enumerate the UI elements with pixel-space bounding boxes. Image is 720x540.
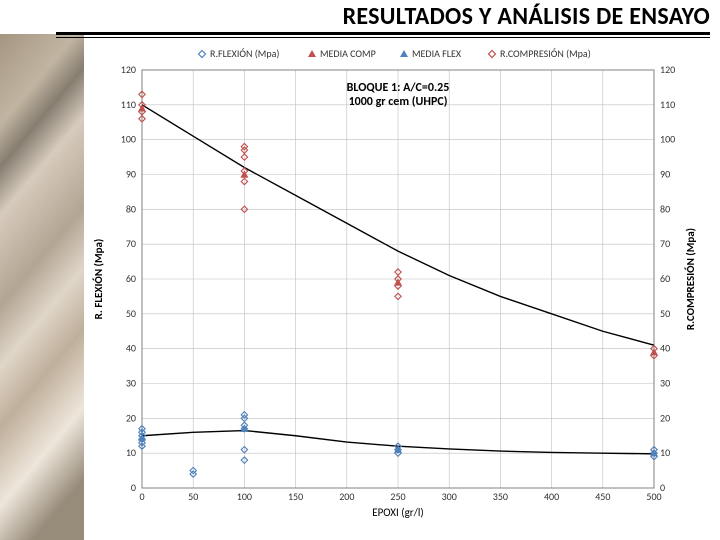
xtick: 150 <box>288 490 303 503</box>
ytick-right: 120 <box>660 63 675 76</box>
ytick-right: 80 <box>660 202 670 215</box>
y-left-title: R. FLEXIÓN (Mpa) <box>91 239 105 320</box>
ytick-right: 20 <box>660 411 670 424</box>
title-rule-thick <box>56 32 710 35</box>
ytick-right: 100 <box>660 133 675 146</box>
xtick: 100 <box>237 490 252 503</box>
xtick: 50 <box>188 490 198 503</box>
legend-marker <box>400 50 408 57</box>
ytick-right: 90 <box>660 168 670 181</box>
xtick: 200 <box>339 490 354 503</box>
xtick: 300 <box>442 490 457 503</box>
block-label-1: BLOQUE 1: A/C=0.25 <box>347 81 450 95</box>
ytick-left: 90 <box>126 168 136 181</box>
ytick-right: 40 <box>660 342 670 355</box>
ytick-right: 110 <box>660 98 675 111</box>
ytick-right: 50 <box>660 307 670 320</box>
block-label-2: 1000 gr cem (UHPC) <box>349 95 448 109</box>
chart-svg: 00 10 10 20 20 30 30 40 40 50 50 60 60 70 70 80 80 90 90 10… <box>84 44 704 524</box>
slide: RESULTADOS Y ANÁLISIS DE ENSAYO 00 10 10 20… <box>0 0 720 540</box>
ytick-left: 50 <box>126 307 136 320</box>
ytick-left: 0 <box>131 481 136 494</box>
ytick-right: 70 <box>660 237 670 250</box>
xtick: 400 <box>544 490 559 503</box>
ytick-left: 110 <box>121 98 136 111</box>
ytick-left: 100 <box>121 133 136 146</box>
x-axis-title: EPOXI (gr/l) <box>372 506 423 519</box>
page-title: RESULTADOS Y ANÁLISIS DE ENSAYO <box>343 2 710 31</box>
legend-marker <box>489 51 496 58</box>
ytick-left: 40 <box>126 342 136 355</box>
y-right-title: R.COMPRESIÓN (Mpa) <box>683 228 697 330</box>
ytick-right: 30 <box>660 377 670 390</box>
ytick-left: 30 <box>126 377 136 390</box>
xtick: 350 <box>493 490 508 503</box>
ytick-left: 10 <box>126 446 136 459</box>
ytick-left: 20 <box>126 411 136 424</box>
ytick-right: 10 <box>660 446 670 459</box>
legend-s2: MEDIA COMP <box>320 47 376 60</box>
legend-marker <box>199 51 206 58</box>
xtick: 500 <box>646 490 661 503</box>
legend-s4: R.COMPRESIÓN (Mpa) <box>500 47 591 60</box>
legend-marker <box>308 50 316 57</box>
ytick-left: 120 <box>121 63 136 76</box>
ytick-left: 70 <box>126 237 136 250</box>
legend-s3: MEDIA FLEX <box>412 47 462 60</box>
chart-container: 00 10 10 20 20 30 30 40 40 50 50 60 60 70 70 80 80 90 90 10… <box>84 44 704 524</box>
ytick-left: 60 <box>126 272 136 285</box>
title-rule-thin <box>56 37 710 38</box>
title-wrap: RESULTADOS Y ANÁLISIS DE ENSAYO <box>0 2 710 31</box>
xtick: 450 <box>595 490 610 503</box>
legend-s1: R.FLEXIÓN (Mpa) <box>210 47 279 60</box>
xtick: 250 <box>390 490 405 503</box>
ytick-right: 60 <box>660 272 670 285</box>
xtick: 0 <box>139 490 144 503</box>
ytick-left: 80 <box>126 202 136 215</box>
